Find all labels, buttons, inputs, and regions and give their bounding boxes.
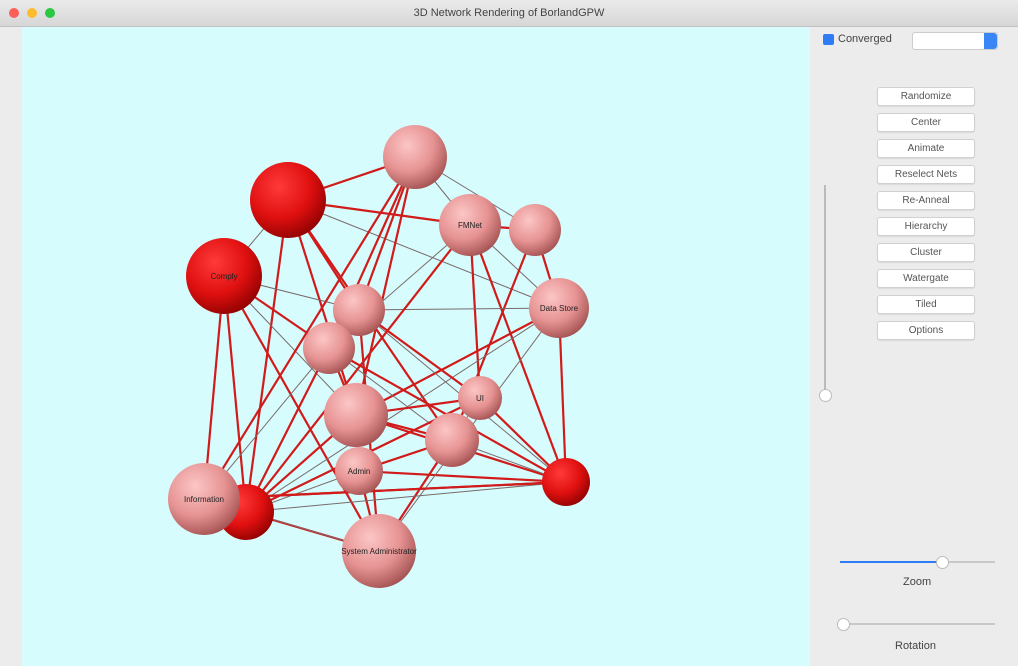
node-label: FMNet [458, 221, 483, 230]
node-label: System Administrator [341, 547, 417, 556]
node-label: UI [476, 394, 484, 403]
network-view: Comply FMNet Data Store UI Admin Information S… [22, 27, 810, 666]
node-label: Comply [210, 272, 237, 281]
window-title: 3D Network Rendering of BorlandGPW [414, 7, 605, 19]
converged-checkbox[interactable] [823, 34, 834, 45]
control-button[interactable]: Tiled [877, 295, 975, 314]
select-arrow [984, 33, 997, 49]
edge [246, 308, 559, 512]
control-button[interactable]: Watergate [877, 269, 975, 288]
node-label: Admin [348, 467, 371, 476]
control-button[interactable]: Re-Anneal [877, 191, 975, 210]
converged-label: Converged [838, 33, 892, 45]
node-sphere [324, 383, 388, 447]
control-button[interactable]: Cluster [877, 243, 975, 262]
title-bar: 3D Network Rendering of BorlandGPW [0, 0, 1018, 27]
edge [359, 308, 559, 310]
control-button[interactable]: Randomize [877, 87, 975, 106]
rotation-knob[interactable] [837, 618, 850, 631]
zoom-knob[interactable] [936, 556, 949, 569]
node-sphere [542, 458, 590, 506]
rotation-label: Rotation [895, 640, 936, 652]
zoom-button[interactable] [45, 8, 55, 18]
node-sphere [303, 322, 355, 374]
control-button[interactable]: Hierarchy [877, 217, 975, 236]
control-button[interactable]: Options [877, 321, 975, 340]
control-button[interactable]: Reselect Nets [877, 165, 975, 184]
close-button[interactable] [9, 8, 19, 18]
node-sphere [383, 125, 447, 189]
edge [246, 482, 566, 512]
mode-select[interactable] [912, 32, 998, 50]
control-button[interactable]: Animate [877, 139, 975, 158]
render-canvas[interactable]: Comply FMNet Data Store UI Admin Information S… [22, 27, 810, 666]
node-sphere [250, 162, 326, 238]
rotation-track [840, 623, 995, 625]
zoom-fill [840, 561, 942, 563]
app-window: 3D Network Rendering of BorlandGPW Compl… [0, 0, 1018, 666]
node-sphere [425, 413, 479, 467]
vertical-slider-knob[interactable] [819, 389, 832, 402]
edge [356, 308, 559, 415]
zoom-label: Zoom [903, 576, 931, 588]
minimize-button[interactable] [27, 8, 37, 18]
control-button[interactable]: Center [877, 113, 975, 132]
vertical-slider-track [824, 185, 826, 395]
node-label: Information [184, 495, 224, 504]
node-sphere [509, 204, 561, 256]
edge [470, 225, 566, 482]
node-label: Data Store [540, 304, 579, 313]
